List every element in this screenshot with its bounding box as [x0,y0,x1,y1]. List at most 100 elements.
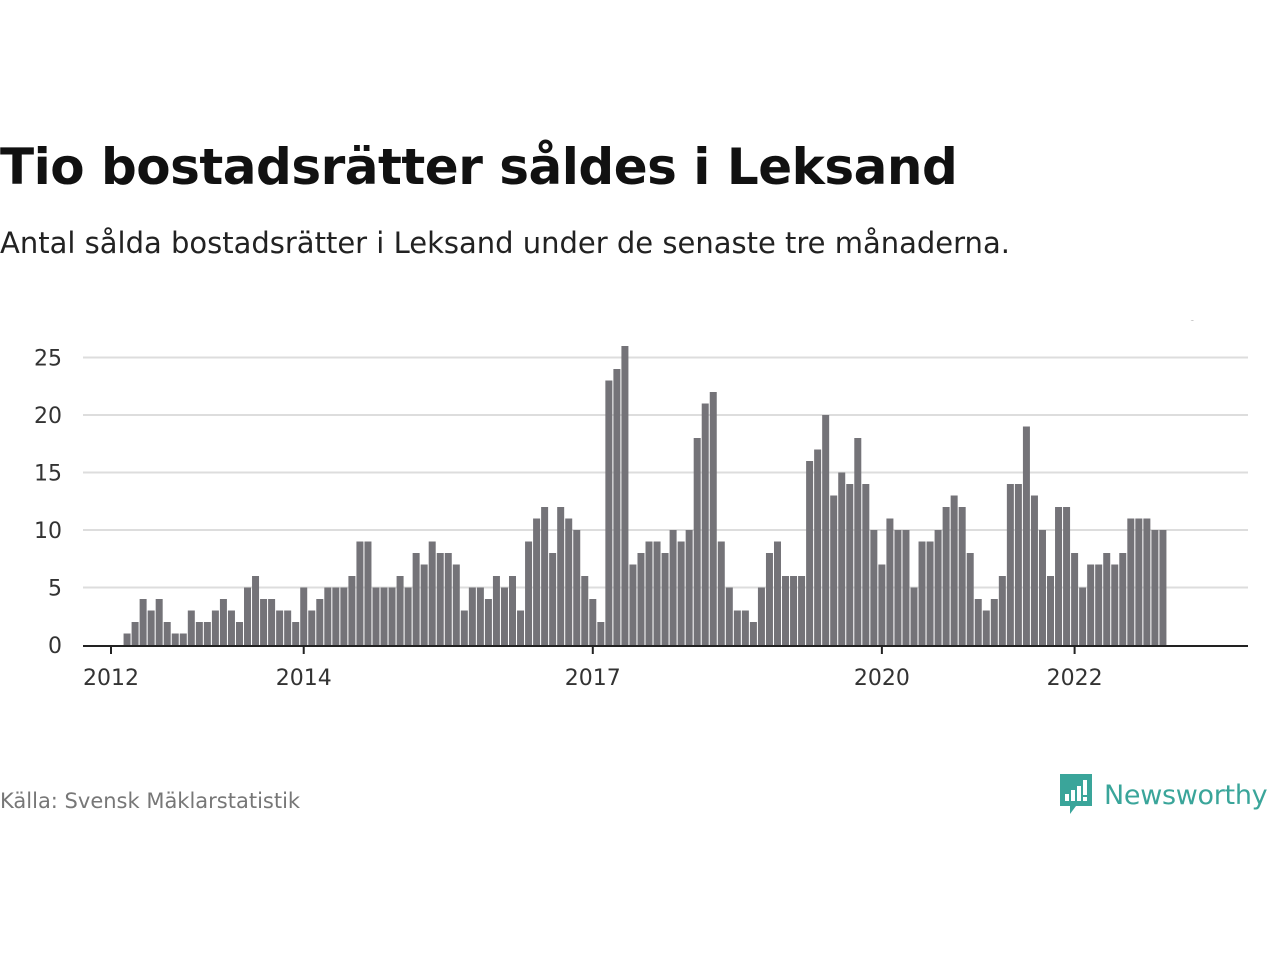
bar [1127,518,1135,645]
y-tick-label: 15 [34,462,62,487]
bar [613,369,621,645]
bar [1030,495,1038,645]
bar [918,541,926,645]
bar [1159,530,1167,645]
bar [509,576,516,645]
bar [798,576,806,645]
bar [235,622,243,645]
bar [773,541,781,645]
bar [886,518,894,645]
bar [492,576,500,645]
bar [292,622,300,645]
bar [396,576,404,645]
bar [468,587,476,645]
bar [356,541,364,645]
chart-subtitle: Antal sålda bostadsrätter i Leksand unde… [0,226,1010,260]
bar [661,553,669,645]
bar [364,541,372,645]
bar [533,518,541,645]
bar [171,633,179,645]
bar [1071,553,1079,645]
bar [709,392,717,645]
bar [252,576,260,645]
y-tick-label: 5 [48,577,62,602]
bar [244,587,252,645]
bar [830,495,838,645]
bar [324,587,332,645]
bar [637,553,645,645]
bar [782,576,790,645]
x-tick-label: 2012 [83,666,139,691]
bar [525,541,533,645]
bar [195,622,203,645]
bar [597,622,605,645]
bar [934,530,942,645]
bar [460,610,468,645]
bar [669,530,677,645]
bar [388,587,396,645]
brand[interactable]: Newsworthy [1058,772,1268,818]
bar [436,553,444,645]
y-tick-label: 25 [34,347,62,372]
bar [878,564,886,645]
bar [621,346,629,645]
bar [990,599,998,645]
bar [693,438,701,645]
bar [284,610,292,645]
bar [187,610,195,645]
bar [701,403,709,645]
bar [1014,484,1022,645]
bar [605,380,613,645]
annotations: 10 [1170,320,1199,326]
x-tick-label: 2022 [1047,666,1103,691]
bar [629,564,637,645]
bar [316,599,324,645]
bar [854,438,862,645]
bar-chart: 0 5 10 15 20 25 2012 2014 2017 2020 2022 10 [34,320,1248,691]
bar [565,518,573,645]
bar [404,587,412,645]
x-axis-labels: 2012 2014 2017 2020 2022 [83,647,1103,691]
bar [1103,553,1111,645]
bar [348,576,356,645]
x-tick-label: 2014 [276,666,332,691]
bar [476,587,484,645]
bar [1087,564,1095,645]
bar [268,599,276,645]
bar [308,610,316,645]
bar [179,633,187,645]
bar [557,507,565,645]
bars [123,346,1167,645]
bar [790,576,798,645]
bar [123,633,131,645]
bar [549,553,557,645]
bar [653,541,661,645]
bar [147,610,155,645]
bar [822,415,830,645]
bar [806,461,814,645]
bar [1143,518,1151,645]
bar [1038,530,1046,645]
bar [677,541,685,645]
bar [1022,426,1030,645]
x-tick-label: 2017 [565,666,621,691]
bar [846,484,854,645]
bar [541,507,549,645]
bar [380,587,388,645]
y-tick-label: 10 [34,519,62,544]
bar [725,587,733,645]
source-note: Källa: Svensk Mäklarstatistik [0,789,301,813]
bar [452,564,460,645]
bar [1151,530,1159,645]
bar [1111,564,1119,645]
bar [372,587,380,645]
bar [974,599,982,645]
bar [276,610,284,645]
bar [998,576,1006,645]
bar [219,599,227,645]
y-tick-label: 20 [34,404,62,429]
y-tick-label: 0 [48,634,62,659]
bar [1095,564,1103,645]
bar [862,484,870,645]
bar [155,599,163,645]
